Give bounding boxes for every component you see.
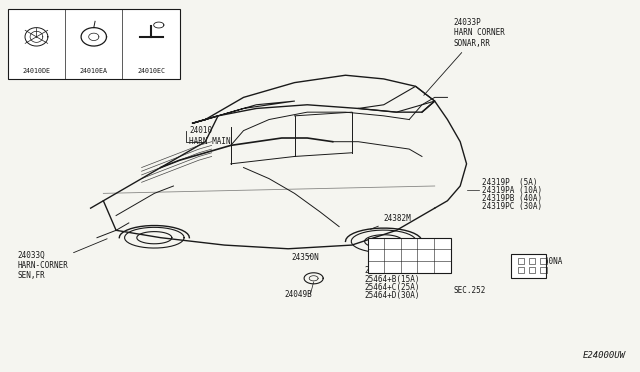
Text: 24382M: 24382M (371, 214, 412, 229)
Text: SEC.252: SEC.252 (454, 286, 486, 295)
Text: E24000UW: E24000UW (583, 350, 626, 359)
Bar (540, 267, 547, 273)
Text: 24049B: 24049B (284, 291, 312, 299)
Text: 24319PC (30A): 24319PC (30A) (483, 202, 543, 211)
Bar (518, 267, 524, 273)
Text: 24319PA (10A): 24319PA (10A) (483, 186, 543, 195)
Text: 24010EC: 24010EC (137, 68, 165, 74)
Text: 24033Q
HARN-CORNER
SEN,FR: 24033Q HARN-CORNER SEN,FR (17, 239, 107, 280)
Text: 24350NA: 24350NA (524, 257, 563, 266)
Text: 24010
HARN MAIN: 24010 HARN MAIN (189, 126, 231, 146)
Text: 25464+A(10A): 25464+A(10A) (365, 266, 420, 275)
Text: 24033P
HARN CORNER
SONAR,RR: 24033P HARN CORNER SONAR,RR (424, 18, 505, 95)
Text: 24319PB (40A): 24319PB (40A) (483, 194, 543, 203)
Bar (511, 254, 546, 278)
Text: 25464+C(25A): 25464+C(25A) (365, 283, 420, 292)
Text: 24010EA: 24010EA (80, 68, 108, 74)
Text: 25464+B(15A): 25464+B(15A) (365, 275, 420, 283)
Bar (529, 267, 536, 273)
Bar (518, 258, 524, 263)
Text: 24010DE: 24010DE (22, 68, 51, 74)
Text: 24319P  (5A): 24319P (5A) (483, 178, 538, 187)
Text: 25464+D(30A): 25464+D(30A) (365, 291, 420, 300)
Bar (529, 258, 536, 263)
Bar (8, 9, 180, 79)
Text: 24350N: 24350N (291, 253, 319, 262)
Bar (368, 238, 451, 273)
Bar (540, 258, 547, 263)
